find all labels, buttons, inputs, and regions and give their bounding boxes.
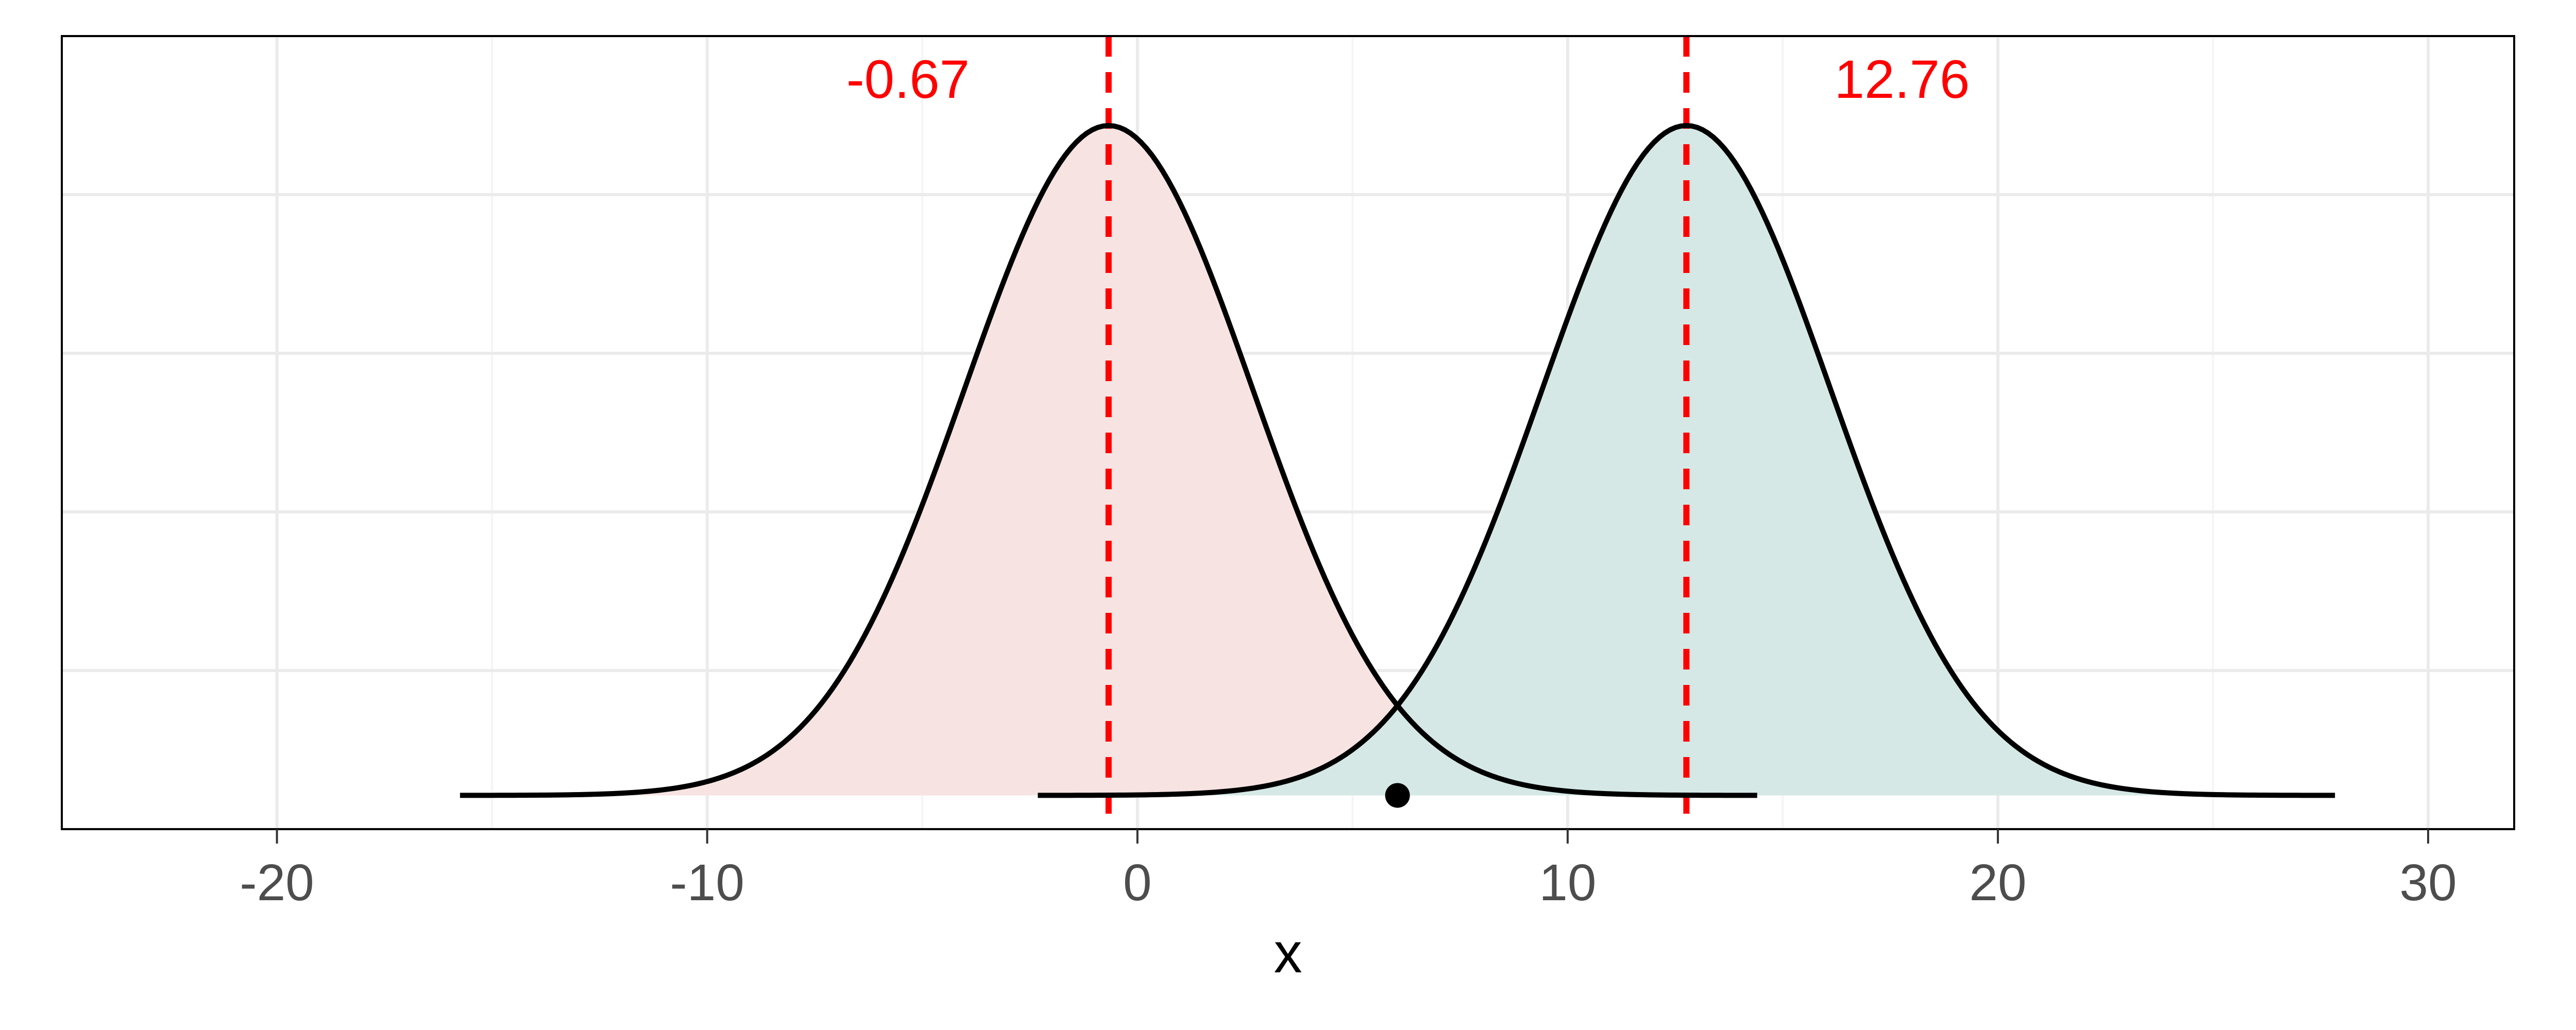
plot-panel: -0.67 12.76 [62,36,2514,829]
x-tick-label: -20 [240,854,314,912]
x-tick-label: -10 [670,854,744,912]
annotation-right: 12.76 [1835,49,1970,110]
x-tick-label: 0 [1123,854,1152,912]
annotation-left: -0.67 [846,49,970,110]
x-tick-label: 30 [2399,854,2456,912]
x-tick-label: 20 [1969,854,2026,912]
density-chart: -0.67 12.76 -20 -10 0 10 20 30 x [0,0,2576,1030]
x-tick-label: 10 [1539,854,1596,912]
intersection-point [1385,783,1410,808]
x-axis-label: x [1274,921,1302,985]
chart-svg: -0.67 12.76 -20 -10 0 10 20 30 x [0,0,2576,1030]
